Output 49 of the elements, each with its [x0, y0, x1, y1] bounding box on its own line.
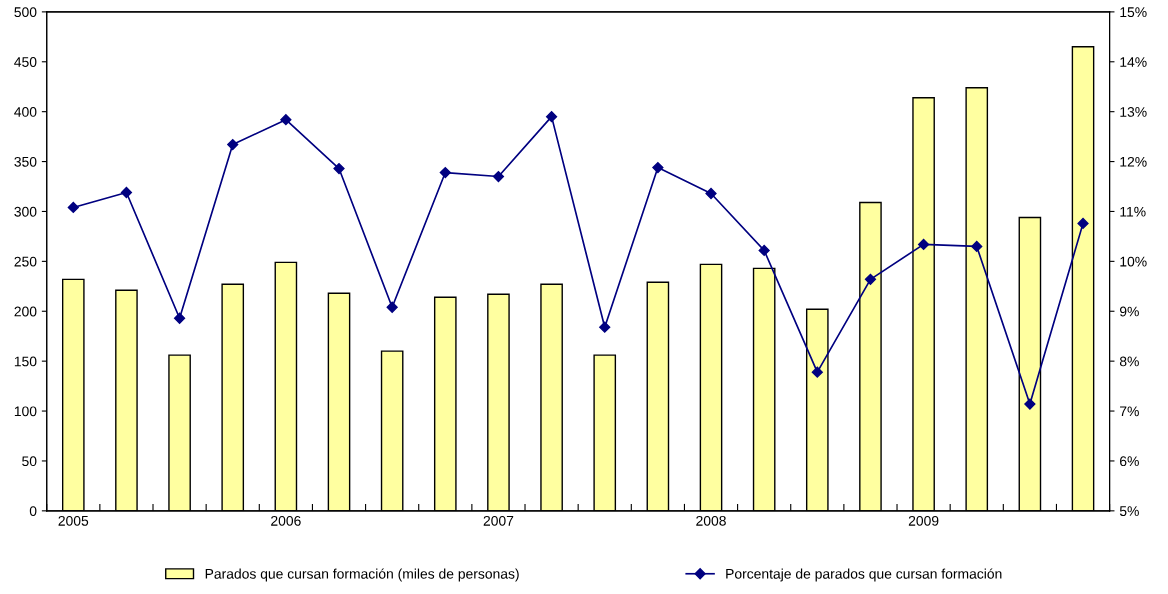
point — [67, 201, 79, 214]
point — [811, 366, 823, 378]
x-tick-label: 2007 — [483, 515, 514, 526]
point — [599, 321, 611, 333]
legend-label: Parados que cursan formación (miles de personas) — [205, 568, 519, 582]
point — [758, 244, 770, 256]
y2-tick-label: 5% — [1119, 506, 1139, 517]
point — [1077, 217, 1089, 230]
y-tick-label: 100 — [14, 406, 37, 417]
y-tick-label: 300 — [14, 206, 37, 217]
point — [705, 187, 717, 200]
point — [917, 238, 930, 251]
y2-tick-label: 14% — [1120, 57, 1147, 67]
y2-tick-label: 12% — [1120, 156, 1147, 167]
legend-label: Porcentaje de parados que cursan formación — [726, 568, 1002, 582]
y2-tick-label: 8% — [1119, 356, 1139, 367]
point — [120, 186, 133, 199]
x-tick-label: 2005 — [58, 515, 89, 526]
point — [971, 240, 983, 252]
x-tick-label: 2009 — [908, 515, 939, 526]
point — [545, 111, 558, 123]
point — [386, 301, 398, 313]
point — [333, 162, 345, 175]
y-tick-label: 350 — [14, 156, 37, 167]
point — [492, 170, 505, 183]
y-tick-label: 450 — [14, 57, 37, 67]
x-tick-label: 2006 — [271, 515, 301, 526]
point — [864, 273, 877, 285]
y2-tick-label: 13% — [1120, 107, 1147, 117]
y2-tick-label: 11% — [1120, 206, 1146, 217]
y-tick-label: 150 — [14, 356, 37, 367]
point — [439, 166, 451, 179]
point — [280, 114, 292, 126]
x-tick-label: 2008 — [696, 515, 726, 526]
y-tick-label: 500 — [14, 7, 37, 18]
y-tick-label: 200 — [14, 306, 37, 317]
point — [1024, 398, 1036, 410]
y-tick-label: 0 — [29, 506, 37, 517]
y2-tick-label: 10% — [1120, 256, 1147, 267]
y2-tick-label: 15% — [1120, 7, 1147, 18]
y2-tick-label: 6% — [1120, 456, 1139, 467]
y-tick-label: 250 — [14, 256, 37, 267]
point — [173, 312, 186, 324]
y-tick-label: 50 — [22, 456, 37, 467]
point — [652, 161, 664, 174]
point — [227, 138, 239, 151]
y2-tick-label: 7% — [1120, 406, 1139, 417]
y-tick-label: 400 — [14, 107, 37, 117]
y2-tick-label: 9% — [1119, 306, 1139, 317]
